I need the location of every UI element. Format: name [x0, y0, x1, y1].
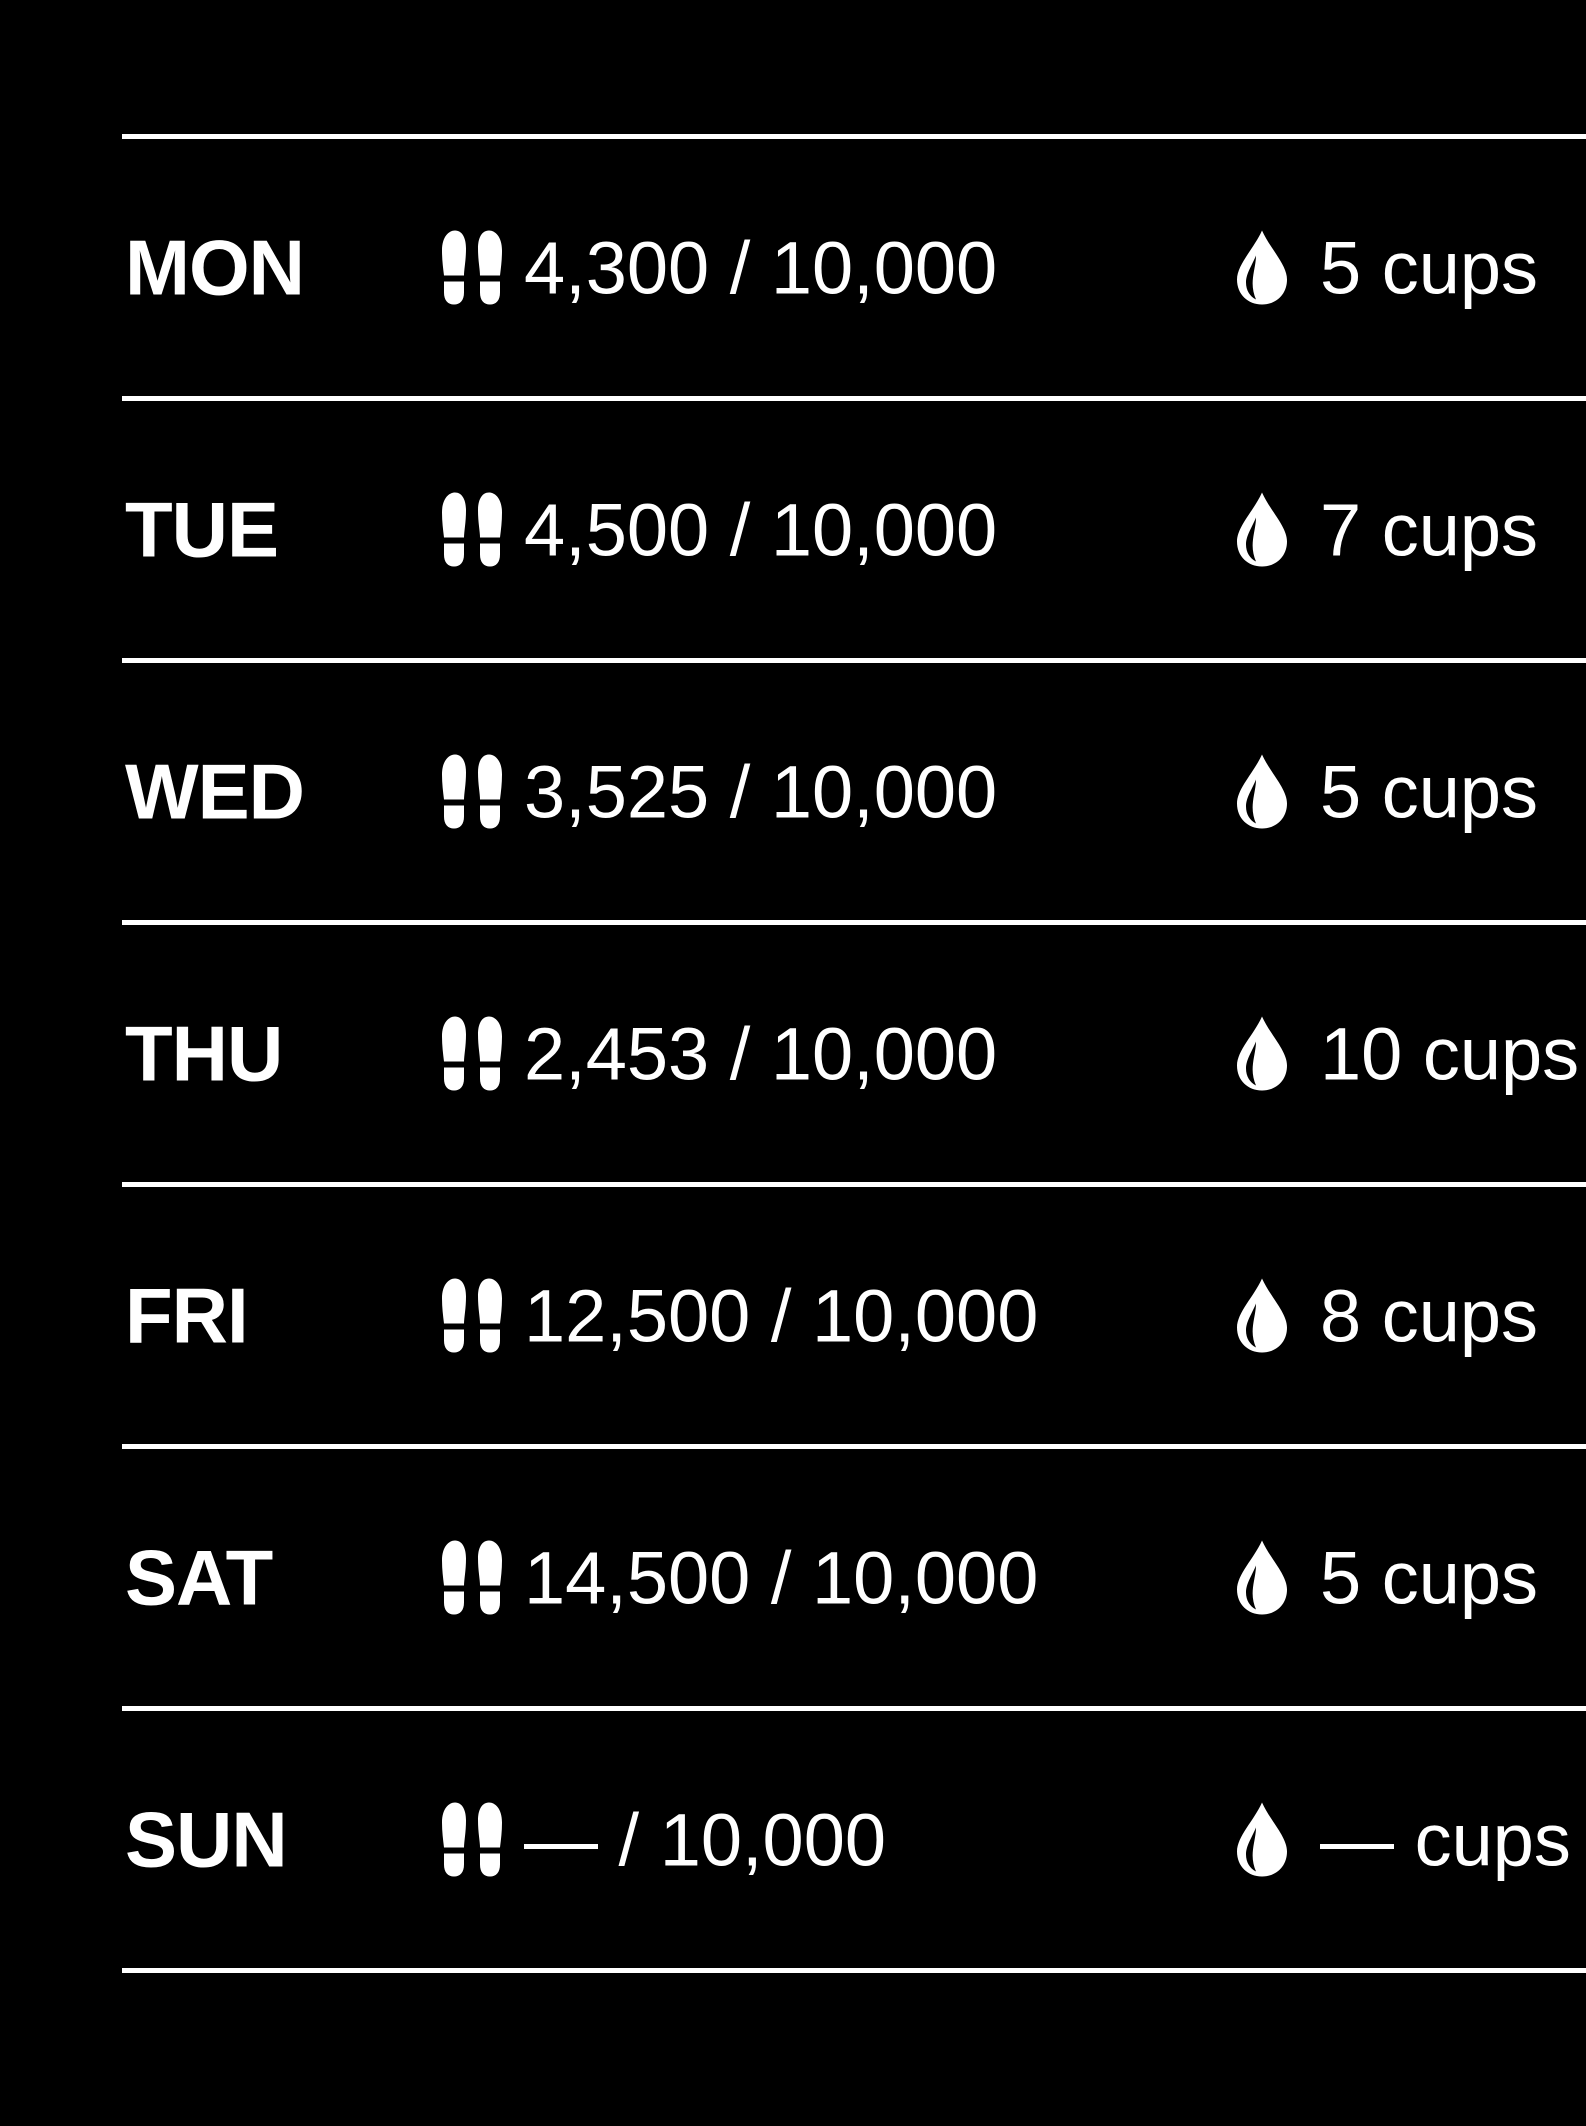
day-label: WED	[125, 747, 305, 835]
water-drop-icon	[1237, 754, 1287, 829]
water-stat: — cups	[1234, 1797, 1571, 1882]
day-label: SUN	[125, 1795, 288, 1883]
day-label: TUE	[125, 485, 279, 573]
day-row-wed: WED 3,525 / 10,000 5 cups	[122, 663, 1586, 920]
day-label: THU	[125, 1009, 283, 1097]
water-stat: 5 cups	[1234, 749, 1538, 834]
divider	[122, 1182, 1586, 1187]
steps-value: 14,500 / 10,000	[524, 1536, 1039, 1619]
footprints-icon	[442, 1540, 502, 1615]
water-drop-icon	[1237, 1540, 1287, 1615]
steps-stat: 3,525 / 10,000	[436, 749, 997, 834]
day-row-sat: SAT 14,500 / 10,000 5 cups	[122, 1449, 1586, 1706]
divider	[122, 920, 1586, 925]
steps-stat: 12,500 / 10,000	[436, 1273, 1038, 1358]
divider	[122, 658, 1586, 663]
steps-stat: 14,500 / 10,000	[436, 1535, 1038, 1620]
day-row-thu: THU 2,453 / 10,000 10 cups	[122, 925, 1586, 1182]
steps-value: — / 10,000	[524, 1798, 887, 1881]
water-stat: 8 cups	[1234, 1273, 1538, 1358]
day-row-mon: MON 4,300 / 10,000 5 cups	[122, 139, 1586, 396]
steps-stat: — / 10,000	[436, 1797, 886, 1882]
footprints-icon	[442, 230, 502, 305]
day-row-sun: SUN — / 10,000 — cups	[122, 1711, 1586, 1968]
day-row-tue: TUE 4,500 / 10,000 7 cups	[122, 401, 1586, 658]
steps-stat: 2,453 / 10,000	[436, 1011, 997, 1096]
water-value: 8 cups	[1320, 1274, 1539, 1357]
water-value: — cups	[1320, 1798, 1571, 1881]
steps-value: 2,453 / 10,000	[524, 1012, 998, 1095]
water-value: 7 cups	[1320, 488, 1539, 571]
water-value: 10 cups	[1320, 1012, 1580, 1095]
divider	[122, 134, 1586, 139]
footprints-icon	[442, 754, 502, 829]
water-stat: 5 cups	[1234, 1535, 1538, 1620]
water-value: 5 cups	[1320, 750, 1539, 833]
day-row-fri: FRI 12,500 / 10,000 8 cups	[122, 1187, 1586, 1444]
divider	[122, 1706, 1586, 1711]
day-label: FRI	[125, 1271, 249, 1359]
divider	[122, 1968, 1586, 1973]
day-label: SAT	[125, 1533, 273, 1621]
footprints-icon	[442, 1278, 502, 1353]
water-drop-icon	[1237, 1278, 1287, 1353]
water-drop-icon	[1237, 492, 1287, 567]
water-value: 5 cups	[1320, 1536, 1539, 1619]
water-drop-icon	[1237, 1802, 1287, 1877]
steps-stat: 4,500 / 10,000	[436, 487, 997, 572]
steps-value: 4,300 / 10,000	[524, 226, 998, 309]
divider	[122, 396, 1586, 401]
water-drop-icon	[1237, 1016, 1287, 1091]
footprints-icon	[442, 1802, 502, 1877]
divider	[122, 1444, 1586, 1449]
steps-value: 4,500 / 10,000	[524, 488, 998, 571]
steps-value: 12,500 / 10,000	[524, 1274, 1039, 1357]
water-drop-icon	[1237, 230, 1287, 305]
day-label: MON	[125, 223, 305, 311]
footprints-icon	[442, 1016, 502, 1091]
steps-stat: 4,300 / 10,000	[436, 225, 997, 310]
footprints-icon	[442, 492, 502, 567]
water-stat: 5 cups	[1234, 225, 1538, 310]
water-value: 5 cups	[1320, 226, 1539, 309]
water-stat: 10 cups	[1234, 1011, 1579, 1096]
water-stat: 7 cups	[1234, 487, 1538, 572]
steps-value: 3,525 / 10,000	[524, 750, 998, 833]
weekly-tracker: MON 4,300 / 10,000 5 cups TUE 4,500 / 10…	[122, 134, 1586, 1973]
